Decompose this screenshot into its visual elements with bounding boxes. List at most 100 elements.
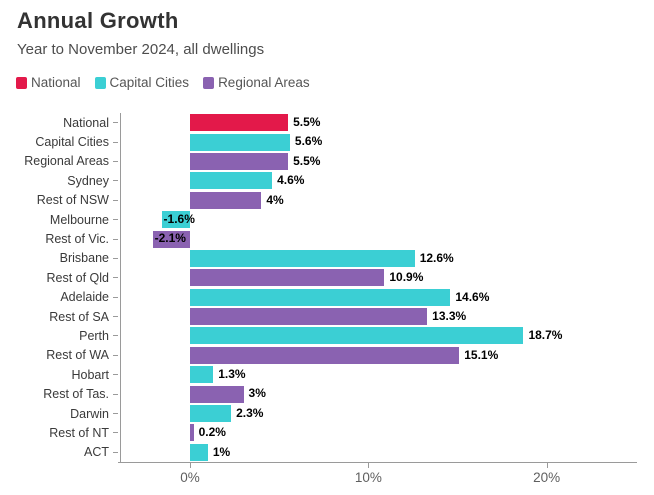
category-tick-mark xyxy=(113,257,118,259)
chart-row-rest-of-nsw: Rest of NSW 4% xyxy=(0,191,654,210)
bar-melbourne xyxy=(161,211,191,229)
legend-item-regional-areas: Regional Areas xyxy=(203,75,310,90)
chart-row-brisbane: Brisbane 12.6% xyxy=(0,249,654,268)
plot-cell: 4% xyxy=(120,191,637,210)
chart-row-rest-of-qld: Rest of Qld 10.9% xyxy=(0,268,654,287)
legend-item-capital-cities: Capital Cities xyxy=(94,75,189,90)
bar-adelaide xyxy=(190,288,451,306)
value-label: 14.6% xyxy=(455,289,490,304)
category-label: Rest of Qld xyxy=(46,270,109,285)
chart-row-melbourne: Melbourne -1.6% xyxy=(0,210,654,229)
chart-row-hobart: Hobart 1.3% xyxy=(0,365,654,384)
chart-subtitle: Year to November 2024, all dwellings xyxy=(17,41,265,58)
legend-swatch-national xyxy=(16,76,27,89)
category-label: Perth xyxy=(79,328,109,343)
legend-item-national: National xyxy=(16,75,81,90)
x-tick-label: 20% xyxy=(533,470,561,486)
category-tick-mark xyxy=(113,374,118,376)
category-label: Rest of SA xyxy=(49,309,109,324)
category-tick-mark xyxy=(113,354,118,356)
category-label: Rest of Tas. xyxy=(43,387,109,402)
category-label: Capital Cities xyxy=(35,135,109,150)
x-tick-mark xyxy=(546,463,548,469)
bar-national xyxy=(190,114,289,132)
category-tick-mark xyxy=(113,122,118,124)
bar-rest-of-sa xyxy=(190,308,428,326)
category-tick-mark xyxy=(113,160,118,162)
value-label: 13.3% xyxy=(432,308,467,323)
value-label: 12.6% xyxy=(419,250,454,265)
plot-cell: 2.3% xyxy=(120,404,637,423)
bar-hobart xyxy=(190,366,214,384)
chart-row-sydney: Sydney 4.6% xyxy=(0,171,654,190)
bar-perth xyxy=(190,327,524,345)
plot-cell: -1.6% xyxy=(120,210,637,229)
plot-cell: -2.1% xyxy=(120,229,637,248)
y-axis-line xyxy=(120,113,121,463)
chart-row-regional-areas: Regional Areas 5.5% xyxy=(0,152,654,171)
chart-row-rest-of-vic: Rest of Vic. -2.1% xyxy=(0,229,654,248)
chart-row-capital-cities: Capital Cities 5.6% xyxy=(0,132,654,151)
legend-label: Regional Areas xyxy=(218,75,310,90)
value-label: 3% xyxy=(248,386,266,401)
bar-rest-of-nt xyxy=(190,424,194,442)
chart-row-rest-of-sa: Rest of SA 13.3% xyxy=(0,307,654,326)
category-label: Brisbane xyxy=(59,251,109,266)
chart-legend: National Capital Cities Regional Areas xyxy=(16,75,310,90)
plot-cell: 1% xyxy=(120,443,637,462)
plot-cell: 1.3% xyxy=(120,365,637,384)
chart-row-perth: Perth 18.7% xyxy=(0,326,654,345)
x-tick-mark xyxy=(368,463,370,469)
plot-cell: 5.6% xyxy=(120,132,637,151)
plot-cell: 3% xyxy=(120,384,637,403)
category-label: Sydney xyxy=(67,173,109,188)
chart-row-rest-of-nt: Rest of NT 0.2% xyxy=(0,423,654,442)
plot-cell: 10.9% xyxy=(120,268,637,287)
category-tick-mark xyxy=(113,180,118,182)
chart-row-national: National 5.5% xyxy=(0,113,654,132)
bar-rest-of-vic xyxy=(152,230,191,248)
category-tick-mark xyxy=(113,451,118,453)
value-label: 5.6% xyxy=(294,134,323,149)
plot-cell: 13.3% xyxy=(120,307,637,326)
category-tick-mark xyxy=(113,141,118,143)
category-label: Rest of NSW xyxy=(36,193,109,208)
category-tick-mark xyxy=(113,413,118,415)
value-label: 4.6% xyxy=(277,173,305,188)
bar-capital-cities xyxy=(190,133,290,151)
category-tick-mark xyxy=(113,277,118,279)
legend-swatch-regional xyxy=(203,76,215,89)
category-label: Melbourne xyxy=(49,212,109,227)
chart-row-rest-of-wa: Rest of WA 15.1% xyxy=(0,346,654,365)
bar-brisbane xyxy=(190,249,415,267)
x-tick-mark xyxy=(190,463,192,469)
bar-rest-of-nsw xyxy=(190,191,262,209)
value-label: 1% xyxy=(212,444,231,459)
value-label: 1.3% xyxy=(218,367,246,382)
category-tick-mark xyxy=(113,335,118,337)
plot-cell: 5.5% xyxy=(120,113,637,132)
plot-cell: 14.6% xyxy=(120,288,637,307)
category-label: Hobart xyxy=(71,367,109,382)
value-label: 5.5% xyxy=(293,153,321,168)
value-label: 10.9% xyxy=(389,270,424,285)
chart-title: Annual Growth xyxy=(17,8,179,33)
plot-cell: 12.6% xyxy=(120,249,637,268)
bar-rest-of-wa xyxy=(190,346,460,364)
plot-cell: 0.2% xyxy=(120,423,637,442)
x-axis-line xyxy=(118,462,637,464)
category-label: Rest of NT xyxy=(49,425,109,440)
chart-row-rest-of-tas: Rest of Tas. 3% xyxy=(0,384,654,403)
bar-rest-of-qld xyxy=(190,269,385,287)
bar-act xyxy=(190,443,208,461)
plot-cell: 5.5% xyxy=(120,152,637,171)
category-tick-mark xyxy=(113,238,118,240)
legend-label: National xyxy=(31,75,81,90)
category-tick-mark xyxy=(113,316,118,318)
category-label: Darwin xyxy=(70,406,109,421)
bar-sydney xyxy=(190,172,273,190)
chart-row-adelaide: Adelaide 14.6% xyxy=(0,288,654,307)
category-label: National xyxy=(63,115,109,130)
value-label: 4% xyxy=(266,192,284,207)
chart-row-darwin: Darwin 2.3% xyxy=(0,404,654,423)
